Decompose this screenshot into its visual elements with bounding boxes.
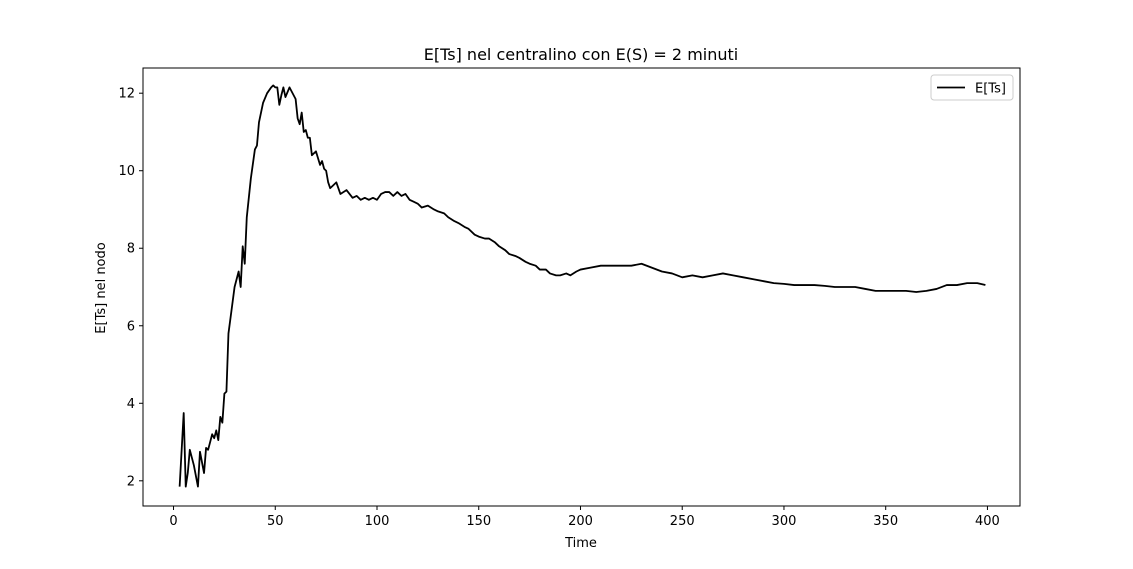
y-tick-label: 10	[118, 164, 135, 179]
legend: E[Ts]	[930, 74, 1014, 101]
y-tick-label: 6	[127, 319, 135, 334]
chart-title: E[Ts] nel centralino con E(S) = 2 minuti	[424, 45, 738, 64]
x-tick-label: 0	[169, 514, 177, 529]
axes-frame	[142, 67, 1021, 507]
legend-box	[930, 74, 1014, 101]
series-line-0	[178, 84, 986, 488]
x-tick-label: 150	[466, 514, 491, 529]
x-tick-label: 100	[365, 514, 390, 529]
y-tick-label: 2	[127, 474, 135, 489]
x-axis-title: Time	[564, 536, 597, 551]
y-tick-label: 8	[127, 242, 135, 257]
x-tick-label: 200	[568, 514, 593, 529]
x-tick-label: 350	[873, 514, 898, 529]
y-tick-label: 4	[127, 397, 135, 412]
plot-area: 0 50 100 150 200 250 300 350 400 2 4 6 8 10 12	[118, 67, 1021, 529]
legend-label: E[Ts]	[975, 82, 1006, 97]
y-axis-title: E[Ts] nel nodo	[94, 242, 109, 333]
y-tick-label: 12	[118, 87, 135, 102]
x-tick-label: 50	[267, 514, 284, 529]
x-tick-label: 250	[670, 514, 695, 529]
x-tick-label: 300	[772, 514, 797, 529]
x-tick-label: 400	[975, 514, 1000, 529]
